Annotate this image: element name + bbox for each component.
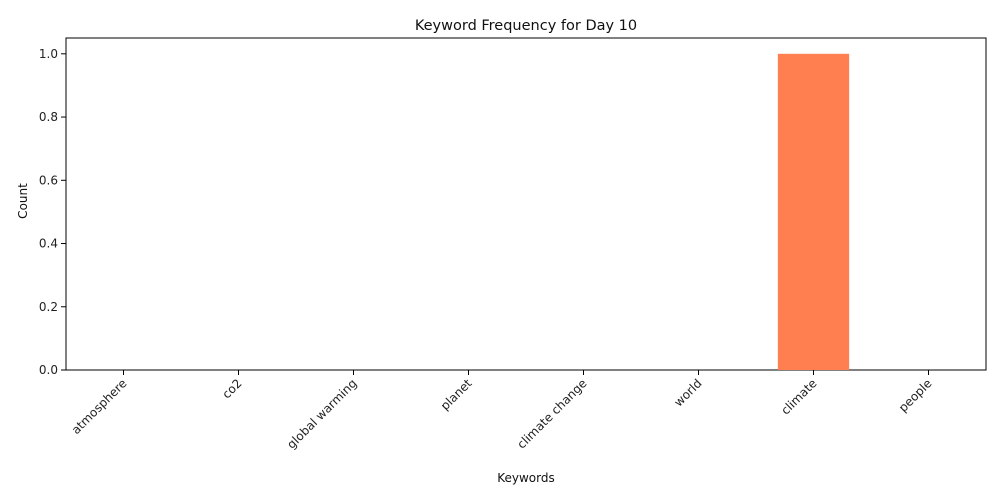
x-tick-label: people xyxy=(896,376,935,415)
bars-group xyxy=(777,53,850,371)
x-tick-label: co2 xyxy=(219,376,244,401)
bar-climate xyxy=(777,53,850,371)
plot-area xyxy=(65,37,987,371)
y-axis: 0.0 0.2 0.4 0.6 0.8 1.0 xyxy=(39,47,66,377)
y-tick-label: 0.0 xyxy=(39,363,58,377)
x-tick-label: climate xyxy=(778,376,819,417)
x-tick-label: world xyxy=(671,376,704,409)
y-tick-label: 1.0 xyxy=(39,47,58,61)
x-tick-label: atmosphere xyxy=(69,376,130,437)
y-tick-label: 0.4 xyxy=(39,237,58,251)
y-tick-label: 0.2 xyxy=(39,300,58,314)
x-tick-label: climate change xyxy=(514,376,589,451)
plot-frame xyxy=(65,37,987,371)
chart-title: Keyword Frequency for Day 10 xyxy=(415,18,637,34)
y-tick-label: 0.8 xyxy=(39,110,58,124)
x-axis: atmosphere co2 global warming planet climate… xyxy=(69,370,935,452)
x-axis-label: Keywords xyxy=(497,471,555,485)
y-tick-label: 0.6 xyxy=(39,173,58,187)
y-axis-label: Count xyxy=(16,183,30,219)
x-tick-label: global warming xyxy=(284,376,359,451)
x-tick-label: planet xyxy=(438,376,475,413)
